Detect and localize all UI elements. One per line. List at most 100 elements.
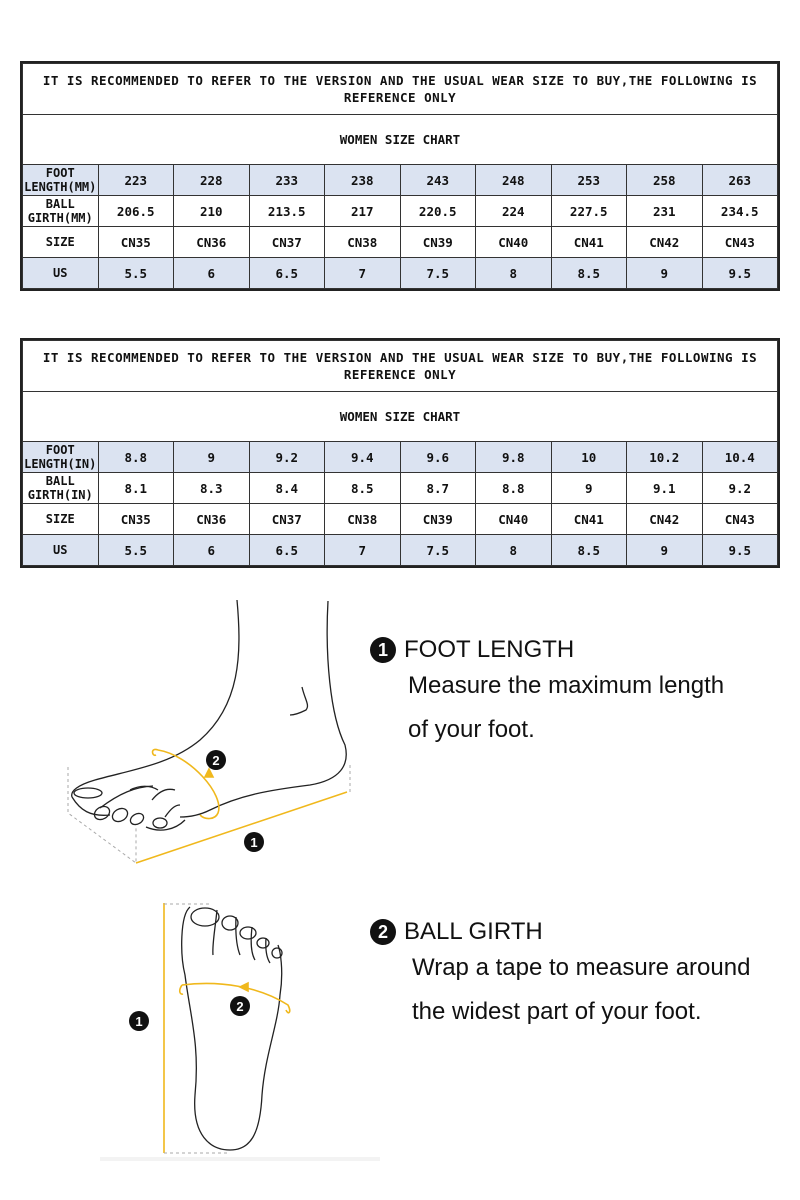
- table-cell: 9.5: [701, 534, 778, 566]
- table-cell: CN37: [248, 503, 325, 535]
- recommendation-note: IT IS RECOMMENDED TO REFER TO THE VERSIO…: [22, 340, 778, 392]
- table-cell: CN42: [626, 503, 703, 535]
- step-title: FOOT LENGTH: [404, 636, 575, 663]
- table-cell: 8.8: [475, 472, 552, 504]
- table-cell: CN40: [475, 503, 552, 535]
- table-cell: CN40: [475, 226, 552, 258]
- row-header: SIZE: [22, 503, 99, 535]
- table-cell: 7.5: [399, 534, 476, 566]
- table-cell: 9.2: [701, 472, 778, 504]
- table-cell: 238: [324, 164, 401, 196]
- table-cell: 6.5: [248, 534, 325, 566]
- table-cell: CN36: [173, 226, 250, 258]
- table-row: SIZE CN35 CN36 CN37 CN38 CN39 CN40 CN41 CN42 CN43: [22, 226, 778, 258]
- table-cell: 10.2: [626, 441, 703, 473]
- table-cell: 248: [475, 164, 552, 196]
- table-row: BALL GIRTH(MM) 206.5 210 213.5 217 220.5 224 22…: [22, 195, 778, 227]
- row-header: FOOT LENGTH(MM): [22, 164, 99, 196]
- row-header: BALL GIRTH(MM): [22, 195, 99, 227]
- table-cell: 206.5: [97, 195, 174, 227]
- table-cell: 217: [324, 195, 401, 227]
- table-cell: CN39: [399, 503, 476, 535]
- table-cell: 9.6: [399, 441, 476, 473]
- table-cell: 9.5: [701, 257, 778, 289]
- table-cell: 6.5: [248, 257, 325, 289]
- table-row: FOOT LENGTH(MM) 223 228 233 238 243 248 253 258 2…: [22, 164, 778, 196]
- length-badge-text: 1: [135, 1014, 142, 1029]
- table-cell: 8: [475, 534, 552, 566]
- table-cell: 7: [324, 257, 401, 289]
- table-cell: 220.5: [399, 195, 476, 227]
- table-cell: CN38: [324, 503, 401, 535]
- table-row: US 5.5 6 6.5 7 7.5 8 8.5 9 9.5: [22, 534, 778, 566]
- table-row: SIZE CN35 CN36 CN37 CN38 CN39 CN40 CN41 CN42 CN43: [22, 503, 778, 535]
- table-cell: CN41: [550, 503, 627, 535]
- table-cell: CN35: [97, 503, 174, 535]
- row-header: US: [22, 534, 99, 566]
- table-cell: 6: [173, 257, 250, 289]
- table-cell: 8.8: [97, 441, 174, 473]
- table-cell: 228: [173, 164, 250, 196]
- table-cell: 7.5: [399, 257, 476, 289]
- table-cell: 8.4: [248, 472, 325, 504]
- step-desc-line: Measure the maximum length: [408, 672, 725, 699]
- table-cell: 9: [626, 534, 703, 566]
- size-chart-mm: IT IS RECOMMENDED TO REFER TO THE VERSIO…: [20, 61, 780, 291]
- table-cell: 10.4: [701, 441, 778, 473]
- table-cell: CN41: [550, 226, 627, 258]
- table-row: BALL GIRTH(IN) 8.1 8.3 8.4 8.5 8.7 8.8 9 9.1 9.2: [22, 472, 778, 504]
- table-cell: 6: [173, 534, 250, 566]
- table-cell: 10: [550, 441, 627, 473]
- row-header: FOOT LENGTH(IN): [22, 441, 99, 473]
- step-ball-girth: 2 BALL GIRTH Wrap a tape to measure aroun…: [370, 918, 750, 1034]
- table-cell: CN36: [173, 503, 250, 535]
- table-cell: 5.5: [97, 534, 174, 566]
- table-cell: CN39: [399, 226, 476, 258]
- table-cell: 5.5: [97, 257, 174, 289]
- length-badge-icon: [129, 1011, 149, 1031]
- table-cell: 8: [475, 257, 552, 289]
- table-cell: 224: [475, 195, 552, 227]
- table-cell: 223: [97, 164, 174, 196]
- recommendation-note: IT IS RECOMMENDED TO REFER TO THE VERSIO…: [22, 63, 778, 115]
- table-cell: 8.5: [550, 534, 627, 566]
- table-cell: 9.1: [626, 472, 703, 504]
- table-cell: CN43: [701, 226, 778, 258]
- table-cell: CN42: [626, 226, 703, 258]
- girth-badge-text: 2: [236, 999, 243, 1014]
- table-cell: 8.5: [550, 257, 627, 289]
- table-cell: 234.5: [701, 195, 778, 227]
- step-foot-length: 1 FOOT LENGTH Measure the maximum length o…: [370, 636, 724, 752]
- table-cell: CN37: [248, 226, 325, 258]
- chart-title: WOMEN SIZE CHART: [22, 391, 778, 442]
- table-cell: 8.5: [324, 472, 401, 504]
- girth-badge-icon: [230, 996, 250, 1016]
- table-cell: 263: [701, 164, 778, 196]
- step-desc-line: of your foot.: [408, 716, 535, 743]
- table-row: FOOT LENGTH(IN) 8.8 9 9.2 9.4 9.6 9.8 10 10.2 10.…: [22, 441, 778, 473]
- table-cell: 9: [550, 472, 627, 504]
- table-cell: 227.5: [550, 195, 627, 227]
- step-title: BALL GIRTH: [404, 918, 543, 945]
- step-desc-line: Wrap a tape to measure around: [412, 954, 751, 981]
- row-header: SIZE: [22, 226, 99, 258]
- length-badge-text: 1: [250, 835, 257, 850]
- table-cell: 8.7: [399, 472, 476, 504]
- row-header: US: [22, 257, 99, 289]
- table-cell: 7: [324, 534, 401, 566]
- table-cell: 9: [626, 257, 703, 289]
- table-cell: 233: [248, 164, 325, 196]
- table-cell: 243: [399, 164, 476, 196]
- table-cell: 9.8: [475, 441, 552, 473]
- table-cell: 253: [550, 164, 627, 196]
- table-cell: 9: [173, 441, 250, 473]
- table-cell: CN43: [701, 503, 778, 535]
- size-chart-inches: IT IS RECOMMENDED TO REFER TO THE VERSIO…: [20, 338, 780, 568]
- table-cell: 9.2: [248, 441, 325, 473]
- foot-side-illustration: 2 1: [67, 599, 351, 864]
- step-desc-line: the widest part of your foot.: [412, 998, 702, 1025]
- girth-badge-text: 2: [212, 753, 219, 768]
- row-header: BALL GIRTH(IN): [22, 472, 99, 504]
- table-cell: 258: [626, 164, 703, 196]
- step-number-badge: 2: [370, 919, 396, 945]
